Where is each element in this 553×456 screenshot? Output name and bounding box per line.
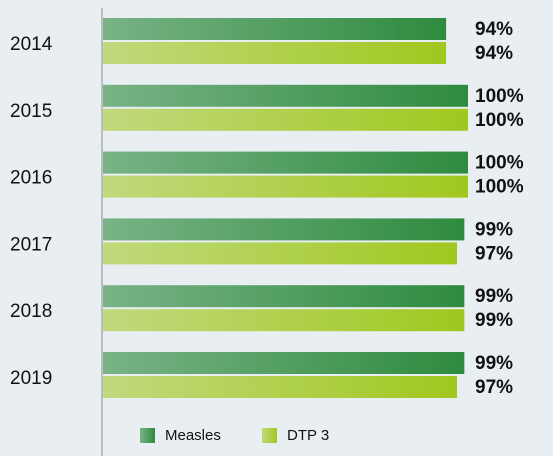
bar xyxy=(103,151,468,174)
value-label: 100% xyxy=(475,153,524,174)
bar xyxy=(103,42,447,64)
value-label: 99% xyxy=(475,219,513,240)
value-label: 97% xyxy=(475,377,513,398)
value-label: 94% xyxy=(475,43,513,64)
value-label: 99% xyxy=(475,310,513,331)
bar xyxy=(103,309,465,332)
bar xyxy=(103,175,468,198)
y-tick-label: 2015 xyxy=(10,101,52,122)
bar xyxy=(103,242,458,265)
value-label: 97% xyxy=(475,243,513,264)
bar xyxy=(103,218,465,241)
bar xyxy=(103,285,465,308)
value-label: 100% xyxy=(475,110,524,131)
bar xyxy=(103,84,468,107)
bar xyxy=(103,376,458,398)
y-tick-label: 2017 xyxy=(10,234,52,255)
legend-swatch xyxy=(140,428,155,443)
y-tick-label: 2019 xyxy=(10,368,52,389)
value-label: 94% xyxy=(475,19,513,40)
value-label: 99% xyxy=(475,353,513,374)
y-tick-label: 2014 xyxy=(10,34,53,55)
y-tick-label: 2016 xyxy=(10,168,52,189)
value-label: 100% xyxy=(475,177,524,198)
value-label: 99% xyxy=(475,286,513,307)
legend-label: DTP 3 xyxy=(287,427,329,444)
legend-label: Measles xyxy=(165,427,221,444)
bar xyxy=(103,108,468,131)
value-label: 100% xyxy=(475,86,524,107)
legend-swatch xyxy=(262,428,277,443)
y-tick-label: 2018 xyxy=(10,301,52,322)
bar xyxy=(103,352,465,374)
bar xyxy=(103,18,447,40)
